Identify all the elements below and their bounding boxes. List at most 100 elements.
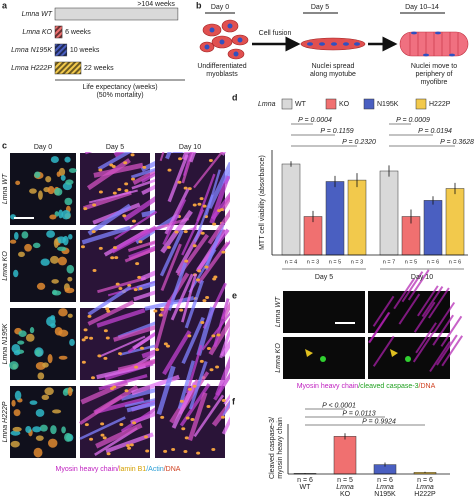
- legend-label: N195K: [377, 101, 399, 108]
- nucleus: [83, 207, 88, 211]
- y-axis-label: myosin heavy chain: [277, 417, 284, 479]
- value-label: 10 weeks: [70, 47, 100, 54]
- cell: [50, 425, 57, 435]
- fibre: [201, 311, 230, 351]
- nucleus: [197, 202, 202, 206]
- nucleus: [160, 308, 165, 312]
- nucleus: [115, 282, 120, 286]
- bar: [333, 436, 357, 475]
- bar-hatch: [55, 62, 81, 74]
- p-value: P = 0.0194: [418, 128, 452, 135]
- day-label: Day 10–14: [405, 4, 439, 11]
- nucleus: [171, 447, 176, 451]
- cell: [66, 264, 75, 274]
- cell: [52, 409, 62, 414]
- fibre: [97, 276, 146, 294]
- cell: [10, 440, 20, 448]
- nucleus: [208, 158, 213, 162]
- bar: [445, 188, 465, 256]
- y-axis-label: Cleaved caspase-3/: [269, 417, 276, 479]
- cell: [17, 340, 25, 345]
- nucleus: [124, 189, 129, 193]
- fibre: [160, 243, 182, 292]
- nucleus: [221, 399, 226, 403]
- fibre: [111, 225, 158, 254]
- cell: [46, 230, 56, 238]
- caption-part: Myosin heavy chain: [297, 383, 359, 390]
- nucleus: [133, 288, 138, 292]
- step-label: Cell fusion: [259, 30, 292, 37]
- nucleus: [167, 168, 172, 172]
- column-heading: Day 0: [34, 144, 52, 151]
- cell: [58, 329, 69, 337]
- nucleus: [92, 203, 97, 207]
- image-frame: [283, 291, 365, 333]
- nucleus: [106, 452, 111, 456]
- fibre: [98, 335, 146, 358]
- diagram-caption: periphery of: [416, 71, 453, 78]
- nucleus: [140, 346, 145, 350]
- micrograph-grid: [9, 152, 230, 458]
- nucleus: [163, 342, 168, 346]
- cell: [61, 426, 66, 434]
- cell: [18, 330, 27, 337]
- fibre: [79, 416, 126, 440]
- fibre: [209, 175, 230, 224]
- cell: [9, 239, 17, 244]
- nucleus: [187, 187, 192, 191]
- nucleus: [129, 443, 134, 447]
- n-label: n = 5: [405, 259, 417, 265]
- p-value: P = 0.2320: [342, 139, 376, 146]
- legend-swatch: [281, 98, 293, 110]
- fibre: [221, 301, 230, 320]
- n-label: n = 6: [377, 477, 393, 484]
- nucleus: [220, 415, 225, 419]
- nucleus: [197, 269, 202, 273]
- cell: [13, 269, 19, 278]
- cell: [33, 447, 43, 458]
- nucleus: [138, 240, 143, 244]
- x-tick-label: H222P: [414, 491, 436, 498]
- diagram-caption: along myotube: [310, 71, 356, 78]
- fibre: [441, 335, 464, 367]
- n-label: n = 5: [337, 477, 353, 484]
- bar: [281, 163, 301, 256]
- caption-part: /DNA: [164, 466, 181, 473]
- fibre: [87, 300, 135, 326]
- fibre: [215, 355, 230, 396]
- nucleus: [81, 338, 86, 342]
- bar: [303, 216, 323, 256]
- panel-label: d: [232, 92, 238, 102]
- cell: [57, 246, 67, 251]
- fibre: [188, 361, 208, 410]
- legend-label: KO: [339, 101, 350, 108]
- fibre: [156, 365, 176, 415]
- fibre: [208, 317, 230, 356]
- fibre: [415, 322, 437, 354]
- value-label: 22 weeks: [84, 65, 114, 72]
- nucleus: [199, 197, 204, 201]
- nucleus: [184, 259, 189, 263]
- p-value: P = 0.3628: [440, 139, 474, 146]
- nucleus: [217, 209, 222, 213]
- nucleus: [174, 230, 179, 234]
- cell: [62, 388, 69, 396]
- cell: [53, 238, 59, 249]
- fibre: [187, 392, 208, 441]
- row-label: Lmna N195K: [2, 323, 9, 364]
- cell: [45, 175, 52, 183]
- n-label: n = 5: [329, 259, 341, 265]
- cell: [34, 171, 41, 178]
- caption-part: Myosin heavy chain/: [56, 466, 119, 473]
- p-value: P = 0.1159: [320, 128, 353, 135]
- cell: [42, 362, 49, 368]
- nucleus: [195, 278, 200, 282]
- nucleus: [89, 437, 94, 441]
- nucleus: [97, 354, 102, 358]
- nucleus: [135, 262, 140, 266]
- nucleus: [212, 222, 217, 226]
- apoptotic-cell: [405, 356, 411, 362]
- fibre: [221, 239, 230, 252]
- nucleus: [166, 245, 171, 249]
- panel-label: e: [232, 290, 237, 300]
